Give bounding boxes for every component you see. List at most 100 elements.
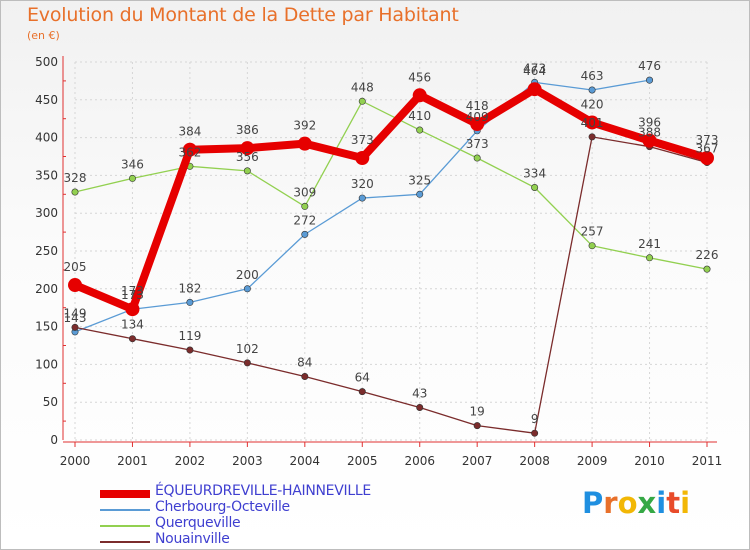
proxiti-logo: Proxiti: [582, 486, 691, 520]
data-label: 149: [64, 306, 87, 320]
data-point: [416, 126, 424, 134]
legend-label: Querqueville: [155, 515, 241, 531]
legend-label: Cherbourg-Octeville: [155, 499, 290, 515]
data-point: [243, 167, 251, 175]
data-point: [473, 154, 481, 162]
data-point: [71, 188, 79, 196]
data-label: 272: [293, 213, 316, 227]
data-label: 420: [581, 97, 604, 111]
x-tick-label: 2004: [290, 454, 321, 468]
y-tick-label: 350: [35, 168, 58, 182]
series-line: [74, 136, 708, 434]
x-tick-label: 2003: [232, 454, 263, 468]
data-point: [470, 116, 485, 131]
data-point: [297, 136, 312, 151]
data-label: 386: [236, 123, 259, 137]
data-point: [355, 151, 370, 166]
data-label: 309: [293, 185, 316, 199]
unit-label: (en €): [27, 29, 60, 42]
data-label: 320: [351, 177, 374, 191]
data-label: 356: [236, 150, 259, 164]
data-point: [71, 323, 79, 331]
legend-item: Nouainville: [100, 531, 420, 549]
grid: [74, 61, 708, 441]
y-tick-label: 450: [35, 93, 58, 107]
data-label: 418: [466, 99, 489, 113]
data-point: [358, 97, 366, 105]
data-label: 373: [351, 133, 374, 147]
data-point: [527, 82, 542, 97]
data-point: [186, 346, 194, 354]
data-point: [416, 190, 424, 198]
data-label: 241: [638, 237, 661, 251]
legend-swatch: [100, 525, 150, 527]
legend-swatch: [100, 541, 150, 543]
x-tick-label: 2009: [577, 454, 608, 468]
x-tick-label: 2002: [175, 454, 206, 468]
data-label: 200: [236, 268, 259, 282]
data-label: 464: [523, 64, 546, 78]
data-label: 43: [412, 386, 427, 400]
data-point: [301, 202, 309, 210]
data-label: 134: [121, 318, 144, 332]
data-label: 325: [408, 173, 431, 187]
legend-label: ÉQUEURDREVILLE-HAINNEVILLE: [155, 483, 371, 499]
data-point: [128, 335, 136, 343]
data-label: 367: [696, 142, 719, 156]
y-tick-label: 300: [35, 206, 58, 220]
data-label: 388: [638, 126, 661, 140]
x-tick-label: 2011: [692, 454, 723, 468]
data-label: 102: [236, 342, 259, 356]
y-tick-label: 0: [50, 433, 58, 447]
data-label: 173: [121, 288, 144, 302]
y-tick-label: 200: [35, 282, 58, 296]
data-point: [128, 174, 136, 182]
legend-swatch: [100, 509, 150, 511]
data-point: [588, 242, 596, 250]
data-label: 456: [408, 70, 431, 84]
data-point: [186, 298, 194, 306]
x-tick-label: 2008: [519, 454, 550, 468]
data-point: [412, 88, 427, 103]
axes: 0 50 100 150 200 250 300 350 400 450 500 2000 2001 20…: [35, 55, 722, 468]
data-label: 384: [178, 125, 201, 139]
series-layer: [68, 76, 714, 437]
data-labels: 143 173 182 200 272 320 325 409 473 463 476 328 346 3…: [64, 59, 719, 426]
y-tick-label: 500: [35, 55, 58, 69]
data-point: [68, 278, 82, 293]
data-label: 448: [351, 80, 374, 94]
data-label: 392: [293, 119, 316, 133]
data-label: 463: [581, 69, 604, 83]
x-tick-label: 2005: [347, 454, 378, 468]
data-point: [240, 141, 255, 156]
data-label: 473: [523, 61, 546, 75]
data-label: 401: [581, 116, 604, 130]
data-point: [531, 183, 539, 191]
legend-item: Querqueville: [100, 515, 420, 533]
data-label: 346: [121, 157, 144, 171]
data-point: [700, 151, 714, 166]
data-point: [531, 429, 539, 437]
data-point: [182, 142, 197, 157]
data-label: 396: [638, 116, 661, 130]
data-label: 84: [297, 355, 312, 369]
x-tick-label: 2007: [462, 454, 493, 468]
data-point: [416, 403, 424, 411]
data-point: [358, 194, 366, 202]
y-tick-label: 50: [43, 395, 58, 409]
data-point: [125, 302, 140, 317]
data-label: 143: [64, 311, 87, 325]
x-tick-label: 2000: [60, 454, 91, 468]
data-label: 173: [121, 284, 144, 298]
data-label: 119: [178, 329, 201, 343]
x-tick-label: 2001: [117, 454, 148, 468]
data-point: [473, 422, 481, 430]
y-tick-label: 400: [35, 131, 58, 145]
data-label: 373: [466, 137, 489, 151]
data-point: [301, 372, 309, 380]
y-tick-label: 150: [35, 320, 58, 334]
data-label: 182: [178, 281, 201, 295]
data-point: [703, 265, 711, 273]
data-label: 9: [531, 412, 539, 426]
